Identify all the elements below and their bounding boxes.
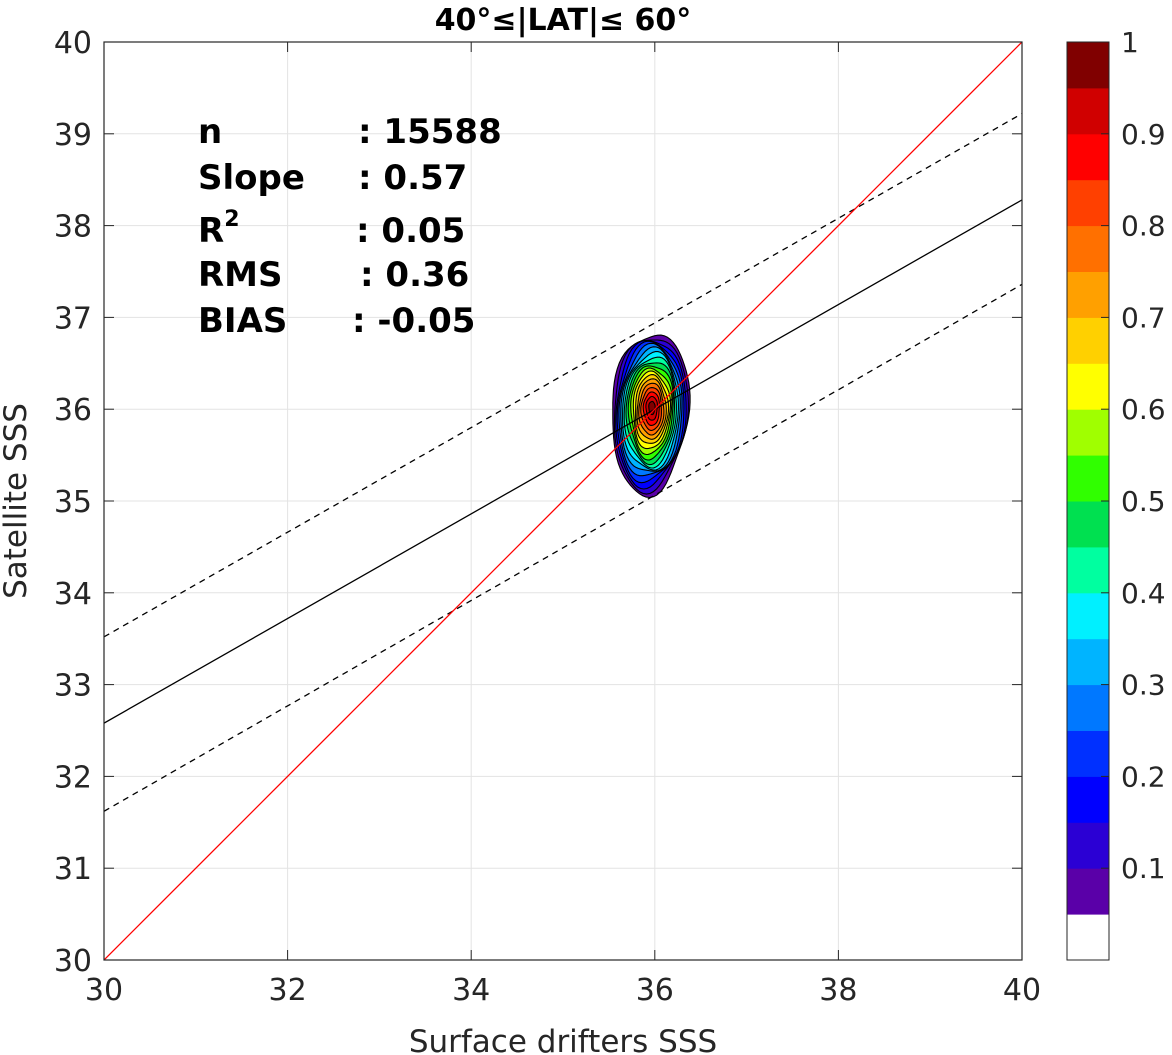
colorbar-segment bbox=[1067, 133, 1109, 181]
y-tick-label: 36 bbox=[54, 393, 92, 428]
y-tick-label: 38 bbox=[54, 210, 92, 245]
colorbar-segment bbox=[1067, 225, 1109, 272]
stat-label: BIAS bbox=[198, 301, 287, 341]
x-tick-label: 38 bbox=[819, 973, 857, 1008]
y-tick-label: 35 bbox=[54, 485, 92, 520]
y-tick-label: 30 bbox=[54, 944, 92, 979]
identity-line bbox=[104, 42, 1022, 960]
stat-label: n bbox=[198, 112, 222, 152]
colorbar-segment bbox=[1067, 42, 1109, 89]
stat-label: RMS bbox=[198, 255, 283, 295]
colorbar-tick-label: 0.1 bbox=[1121, 852, 1166, 885]
colorbar-segment bbox=[1067, 455, 1109, 502]
x-tick-label: 36 bbox=[636, 973, 674, 1008]
colorbar-tick-label: 0.2 bbox=[1121, 760, 1166, 793]
stat-label: Slope bbox=[198, 158, 305, 198]
colorbar-segment bbox=[1067, 592, 1109, 640]
colorbar-tick-label: 0.7 bbox=[1121, 301, 1166, 334]
y-axis-label: Satellite SSS bbox=[0, 403, 34, 599]
colorbar-segment bbox=[1067, 179, 1109, 227]
x-tick-label: 30 bbox=[85, 973, 123, 1008]
grid bbox=[103, 41, 1023, 961]
colorbar-tick-label: 0.9 bbox=[1121, 118, 1166, 151]
colorbar-tick-label: 1 bbox=[1121, 26, 1139, 59]
colorbar-segment bbox=[1067, 776, 1109, 823]
colorbar-tick-label: 0.8 bbox=[1121, 210, 1166, 243]
colorbar-segment bbox=[1067, 546, 1109, 594]
colorbar-segment bbox=[1067, 914, 1109, 961]
colorbar-segment bbox=[1067, 363, 1109, 410]
colorbar-segment bbox=[1067, 317, 1109, 364]
colorbar-tick-label: 0.3 bbox=[1121, 669, 1166, 702]
regression-lines bbox=[104, 42, 1022, 960]
stat-label-superscript: 2 bbox=[224, 207, 239, 232]
stat-value: : 0.36 bbox=[360, 255, 469, 295]
colorbar-segment bbox=[1067, 730, 1109, 777]
colorbar-segment bbox=[1067, 271, 1109, 318]
stat-value: : 15588 bbox=[358, 112, 502, 152]
colorbar-segment bbox=[1067, 87, 1109, 135]
colorbar-tick-label: 0.6 bbox=[1121, 393, 1166, 426]
fit-lower-dashed-line bbox=[104, 283, 1022, 812]
colorbar-segment bbox=[1067, 684, 1109, 731]
stat-value: : 0.05 bbox=[356, 211, 465, 251]
colorbar-segment bbox=[1067, 501, 1109, 548]
x-tick-label: 34 bbox=[452, 973, 490, 1008]
y-tick-label: 34 bbox=[54, 577, 92, 612]
colorbar-segment bbox=[1067, 638, 1109, 686]
colorbar-segment bbox=[1067, 822, 1109, 869]
stats-annotation: n : 15588 Slope : 0.57 R2 : 0.05 RMS : 0.36 BIAS… bbox=[198, 112, 502, 341]
fit-line bbox=[104, 199, 1022, 724]
stat-value: : 0.57 bbox=[358, 158, 467, 198]
chart-title: 40°≤|LAT|≤ 60° bbox=[435, 3, 692, 38]
stat-value: : -0.05 bbox=[352, 301, 475, 341]
fit-upper-dashed-line bbox=[104, 113, 1022, 638]
colorbar-tick-label: 0.5 bbox=[1121, 485, 1166, 518]
stat-label: R2 bbox=[198, 207, 240, 251]
colorbar-tick-label: 0.4 bbox=[1121, 577, 1166, 610]
y-tick-label: 31 bbox=[54, 852, 92, 887]
y-tick-label: 32 bbox=[54, 760, 92, 795]
y-tick-label: 33 bbox=[54, 669, 92, 704]
y-tick-label: 37 bbox=[54, 301, 92, 336]
axes: 30 32 34 36 38 40 30 31 32 33 34 35 36 37 38 39 40 bbox=[54, 26, 1041, 1008]
colorbar-segment bbox=[1067, 868, 1109, 915]
colorbar: 0.1 0.2 0.3 0.4 0.5 0.6 0.7 0.8 0.9 1 bbox=[1066, 26, 1166, 961]
y-tick-label: 40 bbox=[54, 26, 92, 61]
x-tick-label: 40 bbox=[1003, 973, 1041, 1008]
x-axis-label: Surface drifters SSS bbox=[409, 1024, 717, 1055]
x-tick-label: 32 bbox=[269, 973, 307, 1008]
y-tick-label: 39 bbox=[54, 118, 92, 153]
colorbar-segment bbox=[1067, 409, 1109, 456]
